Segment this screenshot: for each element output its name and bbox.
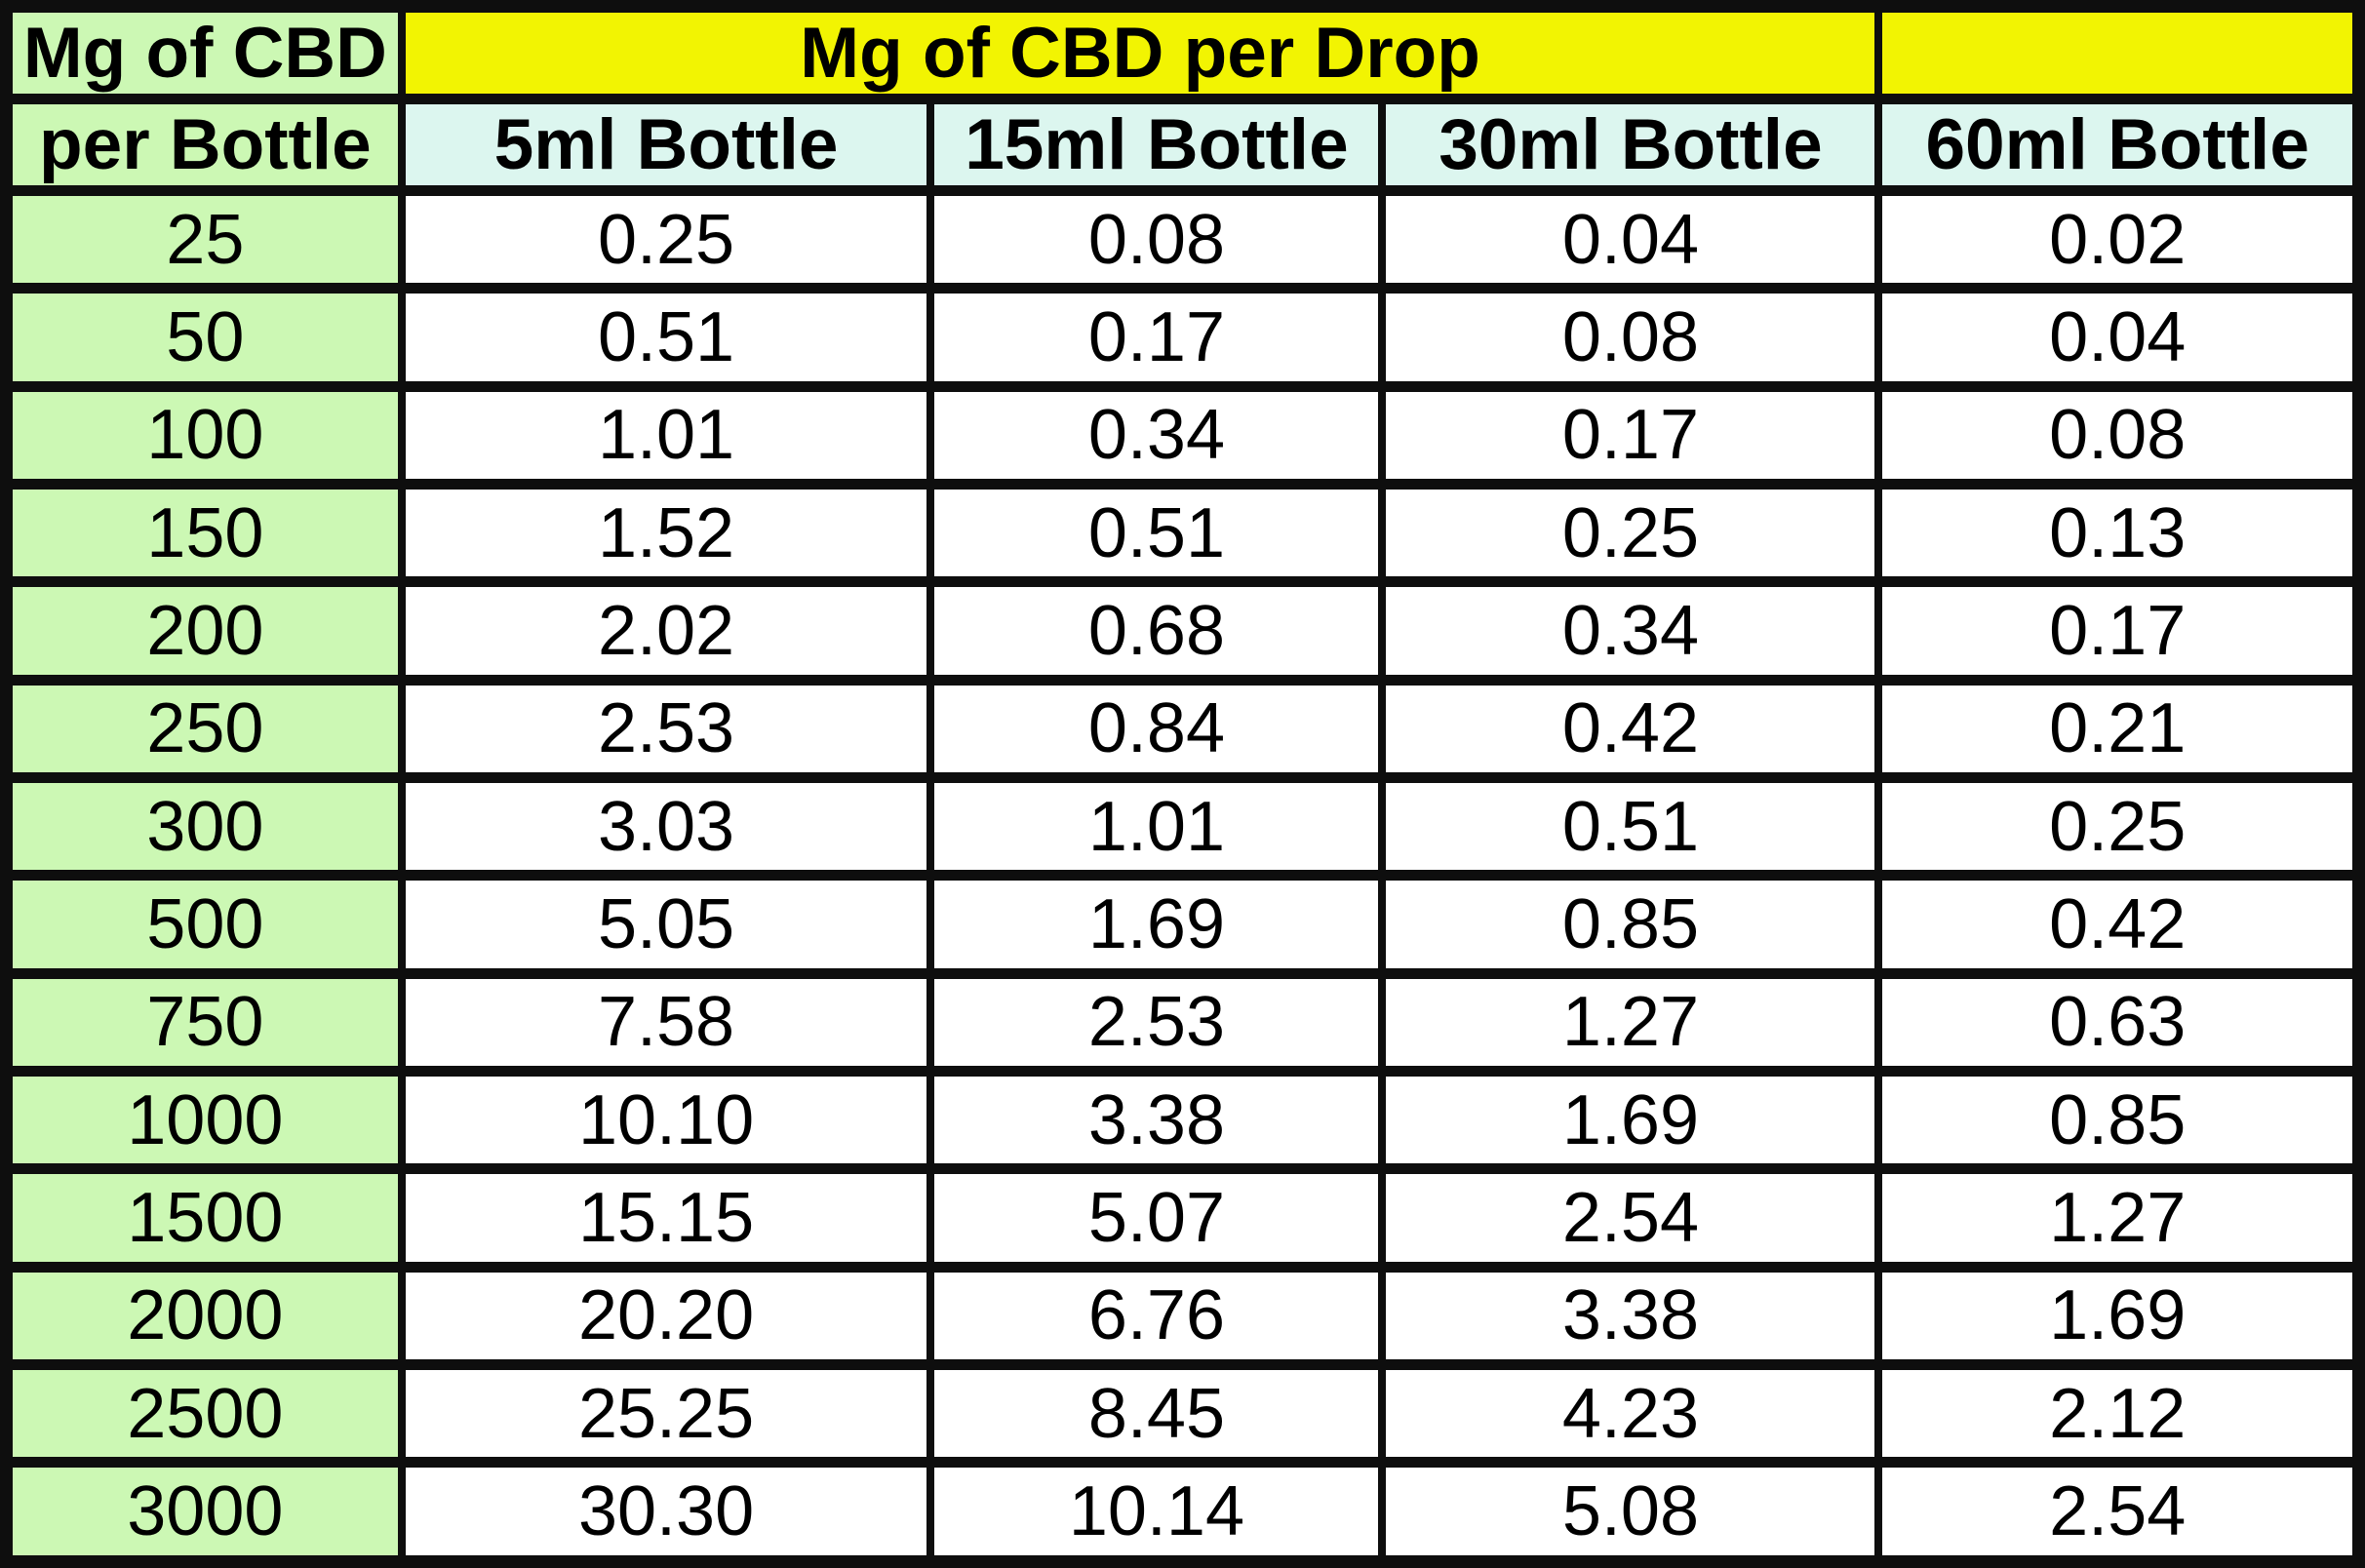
cell-mg-per-drop: 0.13: [1874, 479, 2363, 588]
cell-mg-per-drop: 0.84: [926, 674, 1387, 784]
row-label-mg-per-bottle: 2000: [2, 1261, 406, 1371]
row-label-mg-per-bottle: 2500: [2, 1359, 406, 1469]
cell-mg-per-drop: 5.07: [926, 1163, 1387, 1273]
table-row: 250 2.53 0.84 0.42 0.21: [2, 674, 2363, 784]
cell-mg-per-drop: 2.53: [397, 674, 935, 784]
row-label-mg-per-bottle: 250: [2, 674, 406, 784]
cell-mg-per-drop: 0.17: [1378, 380, 1883, 490]
cell-mg-per-drop: 0.08: [926, 184, 1387, 294]
cell-mg-per-drop: 3.38: [926, 1066, 1387, 1175]
cell-mg-per-drop: 25.25: [397, 1359, 935, 1469]
cell-mg-per-drop: 1.69: [1378, 1066, 1883, 1175]
column-header-5ml-bottle: 5ml Bottle: [397, 94, 935, 196]
cell-mg-per-drop: 30.30: [397, 1457, 935, 1567]
row-label-mg-per-bottle: 25: [2, 184, 406, 294]
cell-mg-per-drop: 8.45: [926, 1359, 1387, 1469]
row-label-mg-per-bottle: 200: [2, 576, 406, 686]
corner-header-line2: per Bottle: [2, 94, 406, 196]
column-header-60ml-bottle: 60ml Bottle: [1874, 94, 2363, 196]
row-label-mg-per-bottle: 1000: [2, 1066, 406, 1175]
cell-mg-per-drop: 0.42: [1874, 870, 2363, 979]
cell-mg-per-drop: 20.20: [397, 1261, 935, 1371]
cell-mg-per-drop: 0.51: [397, 283, 935, 392]
row-label-mg-per-bottle: 500: [2, 870, 406, 979]
table-row: 3000 30.30 10.14 5.08 2.54: [2, 1457, 2363, 1567]
table-row: 500 5.05 1.69 0.85 0.42: [2, 870, 2363, 979]
cell-mg-per-drop: 0.02: [1874, 184, 2363, 294]
cell-mg-per-drop: 0.63: [1874, 967, 2363, 1078]
cell-mg-per-drop: 2.53: [926, 967, 1387, 1078]
cell-mg-per-drop: 0.51: [926, 479, 1387, 588]
cell-mg-per-drop: 0.25: [1874, 772, 2363, 882]
table-row: 2000 20.20 6.76 3.38 1.69: [2, 1261, 2363, 1371]
cell-mg-per-drop: 0.04: [1874, 283, 2363, 392]
row-label-mg-per-bottle: 750: [2, 967, 406, 1078]
cell-mg-per-drop: 5.05: [397, 870, 935, 979]
table-row: 750 7.58 2.53 1.27 0.63: [2, 967, 2363, 1078]
table-row: 150 1.52 0.51 0.25 0.13: [2, 479, 2363, 588]
cell-mg-per-drop: 0.42: [1378, 674, 1883, 784]
row-label-mg-per-bottle: 1500: [2, 1163, 406, 1273]
cell-mg-per-drop: 4.23: [1378, 1359, 1883, 1469]
cell-mg-per-drop: 1.01: [397, 380, 935, 490]
cell-mg-per-drop: 0.85: [1874, 1066, 2363, 1175]
cell-mg-per-drop: 5.08: [1378, 1457, 1883, 1567]
cell-mg-per-drop: 0.68: [926, 576, 1387, 686]
table-row: 1500 15.15 5.07 2.54 1.27: [2, 1163, 2363, 1273]
cell-mg-per-drop: 0.04: [1378, 184, 1883, 294]
table-row: 100 1.01 0.34 0.17 0.08: [2, 380, 2363, 490]
cell-mg-per-drop: 0.34: [926, 380, 1387, 490]
cell-mg-per-drop: 0.08: [1874, 380, 2363, 490]
cell-mg-per-drop: 0.21: [1874, 674, 2363, 784]
cell-mg-per-drop: 0.51: [1378, 772, 1883, 882]
cell-mg-per-drop: 10.10: [397, 1066, 935, 1175]
cell-mg-per-drop: 2.54: [1378, 1163, 1883, 1273]
cell-mg-per-drop: 3.03: [397, 772, 935, 882]
cell-mg-per-drop: 1.69: [1874, 1261, 2363, 1371]
cell-mg-per-drop: 0.08: [1378, 283, 1883, 392]
cell-mg-per-drop: 0.17: [926, 283, 1387, 392]
cell-mg-per-drop: 1.52: [397, 479, 935, 588]
cell-mg-per-drop: 1.27: [1874, 1163, 2363, 1273]
header-row-bottom: per Bottle 5ml Bottle 15ml Bottle 30ml B…: [2, 94, 2363, 196]
table-row: 300 3.03 1.01 0.51 0.25: [2, 772, 2363, 882]
row-label-mg-per-bottle: 3000: [2, 1457, 406, 1567]
table-row: 50 0.51 0.17 0.08 0.04: [2, 283, 2363, 392]
span-header-empty-cell: [1874, 1, 2363, 104]
row-label-mg-per-bottle: 50: [2, 283, 406, 392]
row-label-mg-per-bottle: 100: [2, 380, 406, 490]
cell-mg-per-drop: 0.34: [1378, 576, 1883, 686]
table-row: 1000 10.10 3.38 1.69 0.85: [2, 1066, 2363, 1175]
table-row: 200 2.02 0.68 0.34 0.17: [2, 576, 2363, 686]
cell-mg-per-drop: 0.17: [1874, 576, 2363, 686]
column-header-15ml-bottle: 15ml Bottle: [926, 94, 1387, 196]
table-row: 2500 25.25 8.45 4.23 2.12: [2, 1359, 2363, 1469]
cell-mg-per-drop: 0.25: [397, 184, 935, 294]
cell-mg-per-drop: 0.25: [1378, 479, 1883, 588]
cell-mg-per-drop: 1.27: [1378, 967, 1883, 1078]
cell-mg-per-drop: 2.02: [397, 576, 935, 686]
row-label-mg-per-bottle: 150: [2, 479, 406, 588]
row-label-mg-per-bottle: 300: [2, 772, 406, 882]
cell-mg-per-drop: 0.85: [1378, 870, 1883, 979]
column-header-30ml-bottle: 30ml Bottle: [1378, 94, 1883, 196]
cell-mg-per-drop: 15.15: [397, 1163, 935, 1273]
cell-mg-per-drop: 10.14: [926, 1457, 1387, 1567]
cell-mg-per-drop: 2.12: [1874, 1359, 2363, 1469]
cell-mg-per-drop: 1.69: [926, 870, 1387, 979]
table-row: 25 0.25 0.08 0.04 0.02: [2, 184, 2363, 294]
span-header-mg-per-drop: Mg of CBD per Drop: [397, 1, 1883, 104]
cell-mg-per-drop: 1.01: [926, 772, 1387, 882]
header-row-top: Mg of CBD Mg of CBD per Drop: [2, 1, 2363, 104]
cell-mg-per-drop: 7.58: [397, 967, 935, 1078]
cell-mg-per-drop: 2.54: [1874, 1457, 2363, 1567]
corner-header-line1: Mg of CBD: [2, 1, 406, 104]
cell-mg-per-drop: 3.38: [1378, 1261, 1883, 1371]
cell-mg-per-drop: 6.76: [926, 1261, 1387, 1371]
